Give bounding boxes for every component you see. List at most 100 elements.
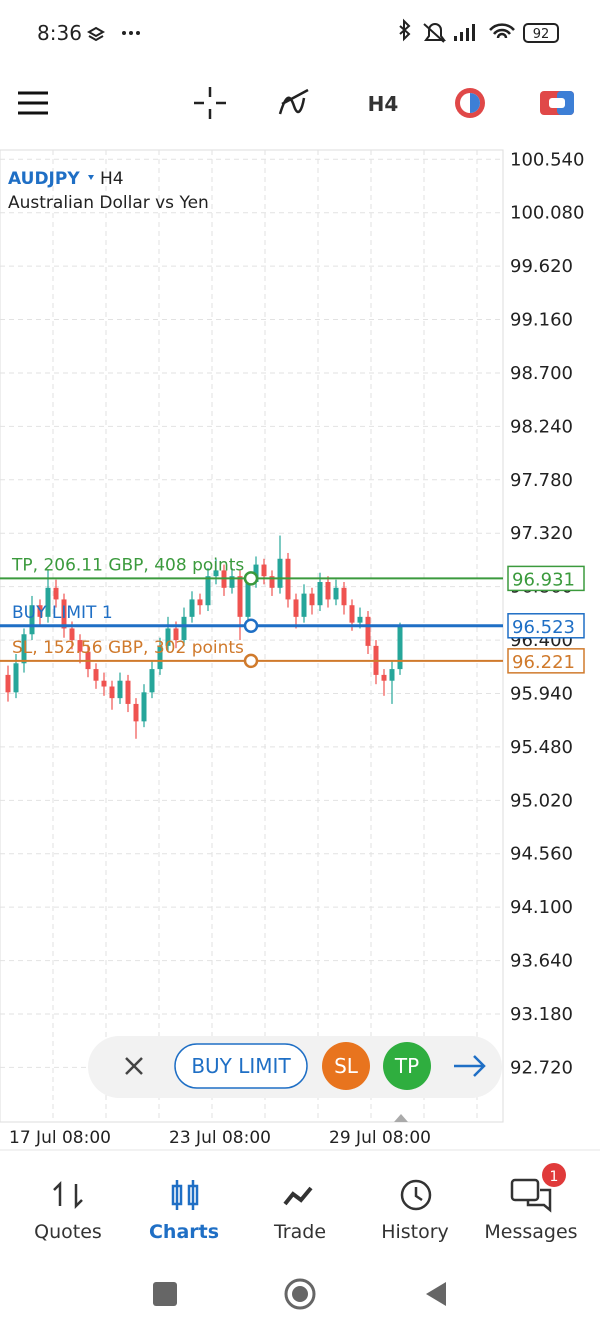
chart-frame [0,149,504,1123]
trade-panel-button[interactable] [455,88,485,118]
candle-body [365,616,371,646]
price-label: 92.720 [510,1057,573,1078]
one-click-button[interactable] [540,91,574,115]
price-label: 93.640 [510,951,573,972]
candle-body [133,703,139,722]
candle-body [341,587,347,606]
timeframe-button[interactable]: H4 [368,92,399,116]
nav-item[interactable]: History [381,1221,449,1243]
price-label: 97.320 [510,523,573,544]
level-label: BUY LIMIT 1 [12,603,113,623]
level-price-box [507,648,585,674]
candle-body [109,686,115,699]
recents-button[interactable] [153,1282,177,1306]
tp-label: TP [394,1054,419,1078]
candle-body [93,669,99,681]
nav-item[interactable]: Quotes [34,1221,102,1243]
level-price: 96.523 [512,617,575,638]
x-label: 29 Jul 08:00 [329,1128,431,1148]
candle-body [357,616,363,623]
badge [542,1163,566,1187]
candle-body [277,558,283,588]
tp-button[interactable] [383,1042,431,1090]
order-panel: BUY LIMIT SL TP [88,1036,502,1098]
candle-body [261,564,267,577]
crosshair-button[interactable] [194,87,226,119]
symbol[interactable]: AUDJPY [8,169,80,189]
candle-body [21,634,27,664]
candle-body [117,680,123,699]
toolbar: H4 [18,87,574,119]
candle-body [397,626,403,670]
next-button[interactable] [454,1055,486,1077]
level-label: TP, 206.11 GBP, 408 points [11,555,244,575]
candle-body [37,605,43,617]
close-order-button[interactable] [125,1057,143,1075]
price-label: 95.020 [510,790,573,811]
candle-body [61,599,67,629]
candle-body [333,587,339,600]
nav-item[interactable]: Charts [149,1221,219,1243]
price-label: 93.180 [510,1004,573,1025]
candle-body [77,640,83,652]
level-price-box [507,613,585,639]
nav-item[interactable]: Trade [273,1221,326,1243]
level-price: 96.931 [512,569,575,590]
candle-body [389,669,395,681]
candle-body [269,576,275,588]
level-handle [243,618,259,634]
symbol-dropdown[interactable] [88,175,94,180]
price-label: 99.620 [510,256,573,277]
candle-body [349,605,355,623]
level-handle [243,653,259,669]
price-label: 94.100 [510,897,573,918]
chart-area [0,149,504,1123]
candle-body [197,599,203,606]
price-label: 100.080 [510,203,584,224]
candle-body [45,587,51,617]
price-label: 95.940 [510,683,573,704]
home-button[interactable] [284,1278,316,1310]
menu-button[interactable] [18,91,48,115]
candle-body [165,628,171,646]
back-button[interactable] [426,1282,446,1306]
candle-body [229,576,235,588]
chart-timeframe: H4 [100,169,124,189]
price-label: 99.160 [510,310,573,331]
candle-body [53,587,59,600]
symbol-description: Australian Dollar vs Yen [8,193,209,213]
candle-body [13,663,19,693]
candle-body [189,599,195,617]
price-label: 98.700 [510,363,573,384]
level-price: 96.221 [512,652,575,673]
candle-body [125,680,131,704]
candle-body [237,576,243,617]
sl-button[interactable] [322,1042,370,1090]
x-label: 23 Jul 08:00 [169,1128,271,1148]
badge-count: 1 [550,1169,559,1185]
candle-body [301,593,307,617]
price-label: 100.540 [510,149,584,170]
x-label: 17 Jul 08:00 [9,1128,111,1148]
candle-body [293,599,299,617]
price-label: 95.480 [510,737,573,758]
scroll-marker [394,1114,408,1122]
status-time: 8:36 [37,21,82,45]
candle-body [101,680,107,687]
level-label: SL, 152.56 GBP, 302 points [12,638,244,658]
order-type-label: BUY LIMIT [191,1054,291,1078]
indicators-button[interactable] [278,88,309,115]
price-label: 98.240 [510,416,573,437]
candle-body [213,570,219,577]
level-handle [243,571,259,586]
candle-body [173,628,179,641]
candle-body [157,645,163,670]
nav-item[interactable]: Messages [484,1221,577,1243]
candle-body [141,692,147,722]
nav-icons [53,1178,552,1213]
candle-body [5,674,11,693]
candle-body [69,628,75,641]
order-type-button[interactable] [174,1043,308,1089]
